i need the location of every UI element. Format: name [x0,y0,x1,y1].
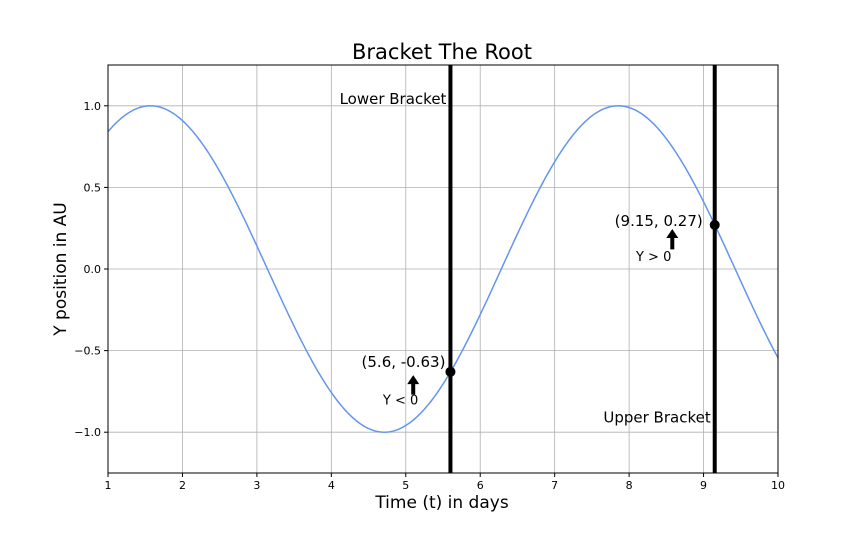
series-line-sin [107,105,779,433]
x-tick-label: 3 [253,479,260,492]
note-y-greater-than-zero: Y > 0 [635,250,671,265]
x-ticks: 1 2 3 4 5 6 7 8 9 10 [105,473,785,492]
point-label-upper: (9.15, 0.27) [615,212,703,230]
x-tick-label: 1 [105,479,112,492]
arrow-up-icon [666,229,679,250]
x-axis-label: Time (t) in days [374,493,509,513]
grid [107,65,779,473]
chart-title: Bracket The Root [352,40,532,64]
root-points [445,219,720,377]
x-tick-label: 6 [477,479,484,492]
y-tick-label: 0.0 [84,263,102,276]
point-label-lower: (5.6, -0.63) [362,353,446,371]
y-ticks: −1.0 −0.5 0.0 0.5 1.0 [74,100,108,439]
x-tick-label: 7 [551,479,558,492]
x-tick-label: 5 [402,479,409,492]
x-tick-label: 9 [700,479,707,492]
lower-bracket-label: Lower Bracket [340,90,447,108]
x-tick-label: 2 [179,479,186,492]
upper-bracket-label: Upper Bracket [603,408,710,426]
annotations: Lower Bracket Upper Bracket (5.6, -0.63) (9… [340,90,711,427]
y-tick-label: 1.0 [84,100,102,113]
y-axis-label: Y position in AU [51,202,71,337]
note-y-less-than-zero: Y < 0 [382,393,418,408]
x-tick-label: 4 [328,479,335,492]
root-point [445,366,456,377]
x-tick-label: 10 [771,479,785,492]
bracket-lines [448,65,717,473]
x-tick-label: 8 [626,479,633,492]
y-tick-label: −0.5 [74,345,101,358]
arrow-up-icon [407,375,420,395]
y-tick-label: −1.0 [74,426,101,439]
root-point [709,219,720,230]
y-tick-label: 0.5 [84,181,102,194]
